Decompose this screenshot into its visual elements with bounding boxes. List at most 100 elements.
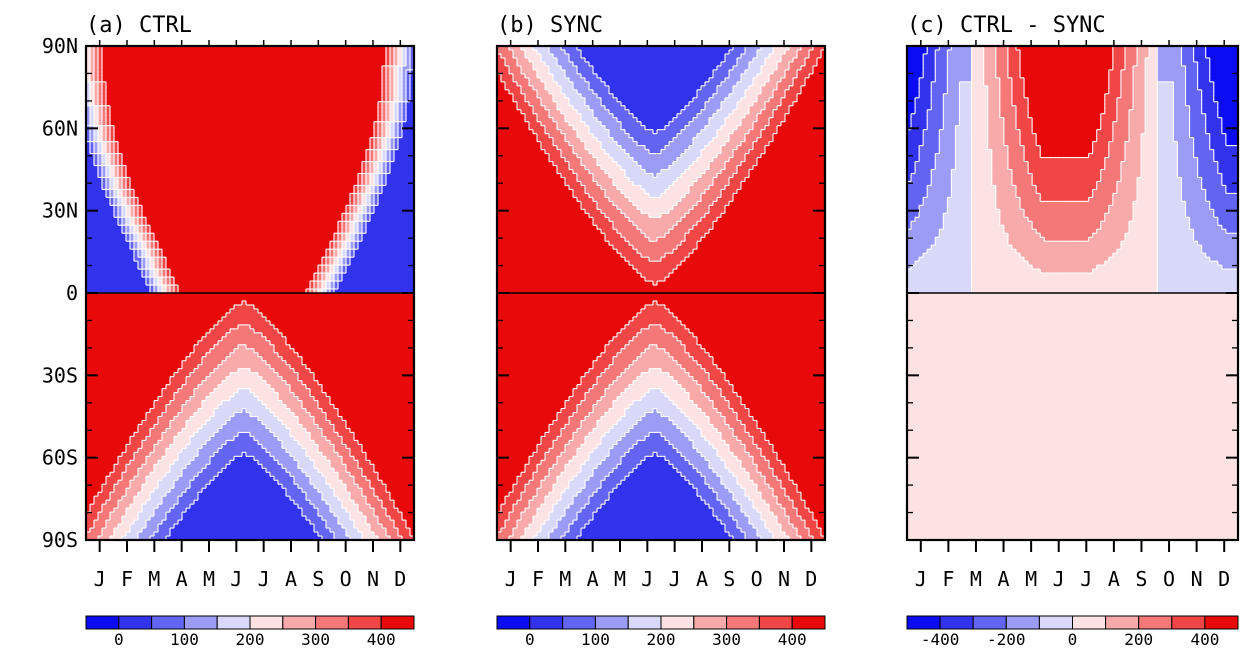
contour-cell	[370, 281, 375, 286]
contour-cell	[378, 61, 383, 67]
contour-cell	[366, 281, 371, 286]
contour-cell	[194, 117, 199, 123]
contour-cell	[130, 105, 135, 111]
contour-cell	[398, 261, 403, 266]
contour-cell	[298, 89, 303, 95]
contour-cell	[310, 285, 315, 290]
contour-cell	[330, 73, 335, 79]
contour-cell	[362, 197, 367, 202]
contour-cell	[138, 157, 143, 163]
contour-cell	[214, 189, 219, 194]
contour-cell	[186, 101, 191, 107]
contour-cell	[314, 145, 319, 151]
contour-cell	[230, 161, 235, 167]
contour-cell	[118, 265, 123, 270]
contour-cell	[338, 205, 343, 210]
contour-cell	[390, 161, 395, 167]
contour-cell	[174, 165, 179, 170]
contour-cell	[398, 277, 403, 282]
contour-cell	[402, 181, 407, 186]
contour-cell	[186, 237, 191, 242]
contour-cell	[254, 229, 259, 234]
contour-cell	[214, 149, 219, 155]
contour-cell	[226, 281, 231, 286]
contour-cell	[158, 257, 163, 262]
contour-cell	[310, 153, 315, 159]
contour-cell	[242, 181, 247, 186]
contour-cell	[254, 273, 259, 278]
contour-cell	[238, 117, 243, 123]
contour-cell	[262, 221, 267, 226]
contour-cell	[98, 117, 103, 123]
contour-cell	[170, 101, 175, 107]
contour-cell	[210, 46, 215, 51]
contour-cell	[394, 73, 399, 79]
contour-cell	[170, 205, 175, 210]
contour-cell	[274, 177, 279, 182]
contour-cell	[378, 269, 383, 274]
contour-cell	[158, 46, 163, 51]
contour-cell	[118, 281, 123, 286]
contour-cell	[286, 201, 291, 206]
contour-cell	[158, 113, 163, 119]
contour-cell	[238, 265, 243, 270]
contour-cell	[378, 265, 383, 270]
contour-cell	[198, 65, 203, 71]
contour-cell	[90, 217, 95, 222]
contour-cell	[346, 133, 351, 139]
contour-cell	[114, 101, 119, 107]
contour-cell	[290, 125, 295, 131]
contour-cell	[254, 253, 259, 258]
contour-cell	[290, 273, 295, 278]
contour-cell	[254, 185, 259, 190]
contour-cell	[286, 69, 291, 75]
contour-cell	[130, 53, 135, 59]
contour-cell	[346, 233, 351, 238]
contour-cell	[282, 161, 287, 167]
contour-cell	[406, 161, 411, 167]
contour-cell	[126, 105, 131, 111]
contour-cell	[278, 81, 283, 87]
contour-cell	[190, 77, 195, 83]
contour-cell	[146, 273, 151, 278]
contour-cell	[110, 97, 115, 103]
contour-cell	[142, 201, 147, 206]
contour-cell	[378, 137, 383, 143]
contour-cell	[254, 197, 259, 202]
contour-cell	[322, 149, 327, 155]
contour-cell	[398, 125, 403, 131]
contour-cell	[274, 46, 279, 51]
contour-cell	[110, 65, 115, 71]
contour-cell	[342, 185, 347, 190]
contour-cell	[370, 193, 375, 198]
contour-cell	[410, 169, 415, 174]
contour-cell	[378, 181, 383, 186]
contour-cell	[238, 185, 243, 190]
contour-cell	[186, 257, 191, 262]
contour-cell	[290, 105, 295, 111]
contour-cell	[386, 257, 391, 262]
contour-cell	[94, 221, 99, 226]
contour-cell	[250, 241, 255, 246]
contour-cell	[210, 77, 215, 83]
contour-cell	[394, 261, 399, 266]
contour-cell	[178, 165, 183, 170]
contour-cell	[306, 97, 311, 103]
contour-cell	[370, 149, 375, 155]
contour-cell	[382, 65, 387, 71]
contour-cell	[126, 185, 131, 190]
contour-cell	[318, 225, 323, 230]
contour-cell	[346, 193, 351, 198]
contour-cell	[90, 169, 95, 174]
contour-cell	[338, 285, 343, 290]
contour-cell	[226, 113, 231, 119]
contour-cell	[342, 73, 347, 79]
contour-cell	[182, 209, 187, 214]
contour-cell	[358, 133, 363, 139]
contour-cell	[106, 57, 111, 63]
contour-cell	[286, 165, 291, 170]
contour-cell	[194, 209, 199, 214]
contour-cell	[182, 101, 187, 107]
contour-cell	[234, 153, 239, 159]
contour-cell	[210, 253, 215, 258]
